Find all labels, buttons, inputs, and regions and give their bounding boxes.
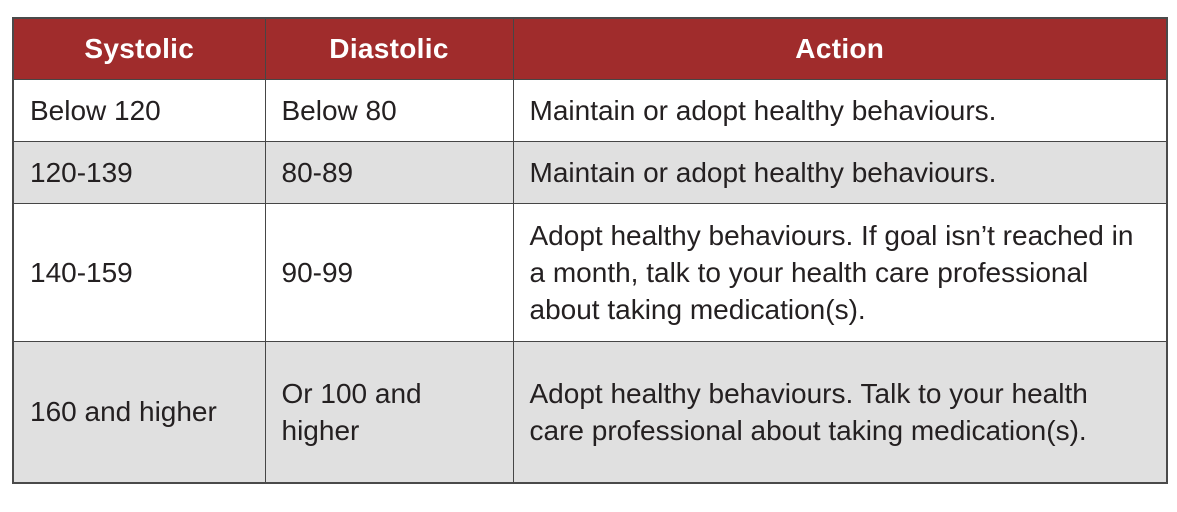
table-row: Below 120 Below 80 Maintain or adopt hea…: [12, 78, 1168, 142]
cell-action: Maintain or adopt healthy behaviours.: [512, 140, 1168, 204]
cell-systolic: 140-159: [12, 202, 266, 342]
cell-diastolic: 90-99: [264, 202, 514, 342]
header-cell-systolic: Systolic: [12, 17, 266, 80]
table-row: 160 and higher Or 100 and higher Adopt h…: [12, 340, 1168, 484]
cell-diastolic: 80-89: [264, 140, 514, 204]
cell-systolic: 160 and higher: [12, 340, 266, 484]
header-cell-action: Action: [512, 17, 1168, 80]
header-row: Systolic Diastolic Action: [12, 17, 1168, 80]
cell-diastolic: Below 80: [264, 78, 514, 142]
cell-action: Maintain or adopt healthy behaviours.: [512, 78, 1168, 142]
table-row: 140-159 90-99 Adopt healthy behaviours. …: [12, 202, 1168, 342]
table-row: 120-139 80-89 Maintain or adopt healthy …: [12, 140, 1168, 204]
cell-systolic: Below 120: [12, 78, 266, 142]
cell-action: Adopt healthy behaviours. If goal isn’t …: [512, 202, 1168, 342]
cell-systolic: 120-139: [12, 140, 266, 204]
cell-diastolic: Or 100 and higher: [264, 340, 514, 484]
cell-action: Adopt healthy behaviours. Talk to your h…: [512, 340, 1168, 484]
blood-pressure-table: Systolic Diastolic Action Below 120 Belo…: [12, 17, 1168, 484]
header-cell-diastolic: Diastolic: [264, 17, 514, 80]
